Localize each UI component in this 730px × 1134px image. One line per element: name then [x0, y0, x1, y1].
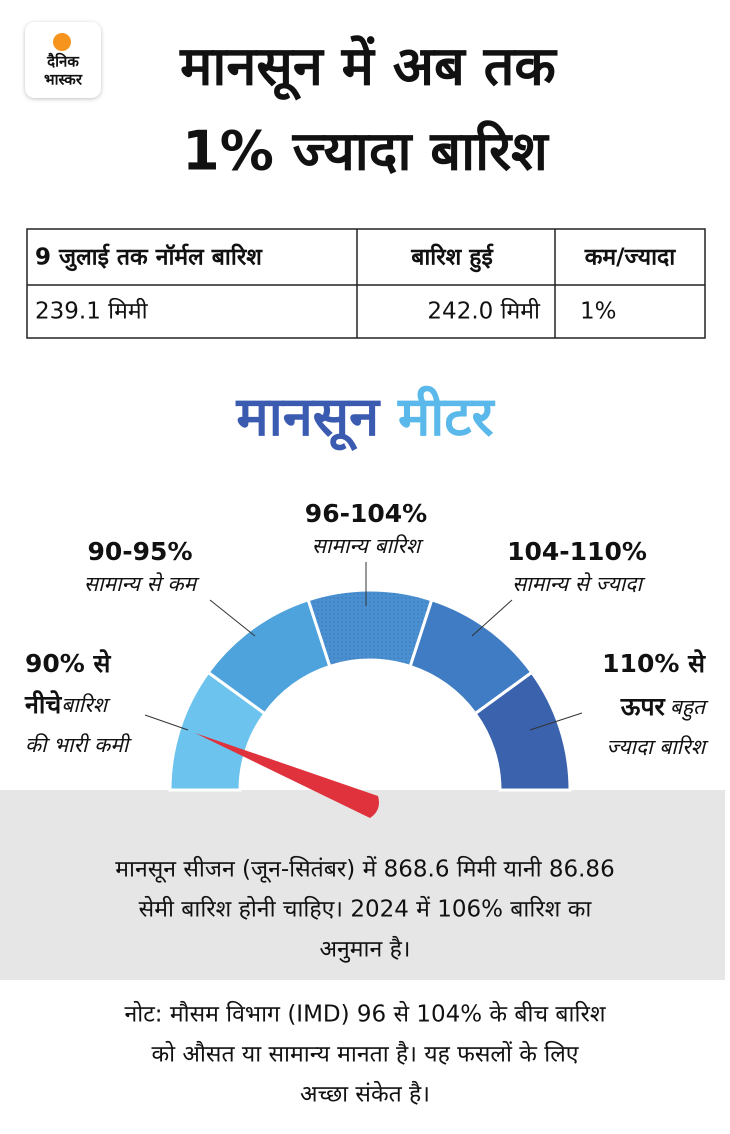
note-text: अच्छा संकेत है।	[300, 1081, 430, 1108]
table-header: 9 जुलाई तक नॉर्मल बारिश	[35, 243, 263, 272]
segment-range: 90-95%	[87, 537, 192, 566]
gauge-segment	[473, 670, 572, 792]
segment-label: सामान्य बारिश	[312, 534, 424, 558]
segment-label: की भारी कमी	[25, 733, 132, 757]
segment-bold: नीचे	[24, 690, 62, 719]
segment-label: सामान्य से ज्यादा	[512, 572, 645, 596]
segment-text: बहुत	[670, 695, 709, 721]
table-cell: 1%	[580, 299, 617, 325]
segment-label: सामान्य से कम	[84, 572, 201, 596]
segment-range: 110% से	[602, 649, 706, 678]
table-cell: 242.0 मिमी	[427, 298, 541, 325]
segment-label: ऊपर बहुत	[620, 692, 709, 721]
meter-title-word: मीटर	[397, 385, 495, 448]
summary-text: मानसून सीजन (जून-सितंबर) में 868.6 मिमी …	[115, 856, 614, 884]
segment-text: बारिश	[61, 693, 110, 717]
summary-text: सेमी बारिश होनी चाहिए। 2024 में 106% बार…	[139, 896, 593, 923]
needle	[195, 733, 379, 818]
segment-range: 90% से	[25, 649, 112, 678]
summary-text: अनुमान है।	[319, 936, 410, 964]
segment-label: ज्यादा बारिश	[606, 735, 708, 759]
table-header: कम/ज्यादा	[584, 245, 676, 271]
leader-line	[209, 599, 256, 637]
table-header: बारिश हुई	[410, 243, 494, 273]
logo-text: दैनिक	[46, 53, 80, 71]
leader-line	[471, 599, 513, 637]
segment-range: 96-104%	[305, 499, 427, 528]
title: 1% ज्यादा बारिश	[182, 120, 550, 183]
segment-bold: ऊपर	[620, 692, 667, 721]
table-cell: 239.1 मिमी	[35, 298, 149, 325]
summary-box	[0, 790, 725, 980]
table	[26, 228, 706, 339]
meter-title-word: मानसून	[235, 385, 381, 451]
note-text: को औसत या सामान्य मानता है। यह फसलों के …	[151, 1041, 579, 1068]
leader-line	[144, 714, 189, 731]
logo-box	[25, 22, 101, 98]
segment-label: नीचेबारिश	[24, 690, 111, 719]
leader-line	[529, 712, 583, 731]
segment-range: 104-110%	[507, 537, 647, 566]
title: मानसून में अब तक	[179, 35, 558, 101]
logo-text: भास्कर	[44, 71, 83, 89]
note-text: नोट: मौसम विभाग (IMD) 96 से 104% के बीच …	[124, 1001, 605, 1028]
meter-title: मानसून मीटर	[235, 385, 495, 451]
logo-sun	[53, 33, 71, 51]
